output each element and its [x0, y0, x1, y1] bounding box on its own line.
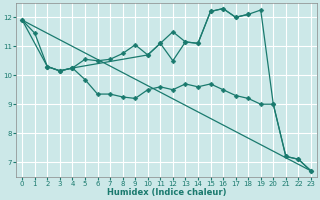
X-axis label: Humidex (Indice chaleur): Humidex (Indice chaleur): [107, 188, 226, 197]
